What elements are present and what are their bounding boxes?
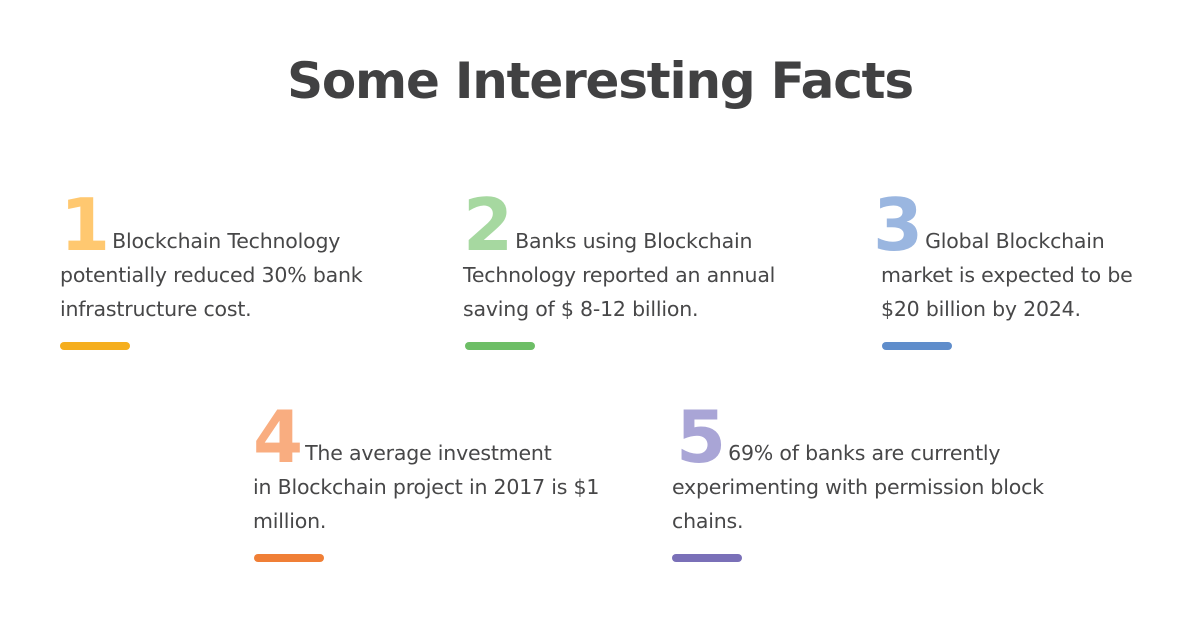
fact-text: experimenting with permission block chai… [672, 475, 1044, 533]
fact-number: 4 [253, 395, 303, 479]
fact-underline [882, 342, 952, 350]
fact-underline [672, 554, 742, 562]
fact-underline [60, 342, 130, 350]
fact-1: 1 Blockchain Technology potentially redu… [60, 183, 420, 350]
fact-text-line1: 69% of banks are currently [728, 441, 1001, 465]
fact-number: 3 [873, 183, 923, 267]
fact-text: potentially reduced 30% bank infrastruct… [60, 263, 363, 321]
fact-number: 1 [60, 183, 110, 267]
fact-text-line1: The average investment [305, 441, 552, 465]
fact-number: 5 [676, 395, 726, 479]
fact-text-line1: Blockchain Technology [112, 229, 341, 253]
page-title: Some Interesting Facts [287, 52, 914, 110]
fact-number: 2 [463, 183, 513, 267]
fact-underline [465, 342, 535, 350]
fact-text: market is expected to be $20 billion by … [881, 263, 1133, 321]
fact-text: in Blockchain project in 2017 is $1 mill… [253, 475, 600, 533]
fact-5: 5 69% of banks are currently experimenti… [672, 395, 1052, 562]
fact-text: Technology reported an annual saving of … [463, 263, 776, 321]
fact-3: 3 Global Blockchain market is expected t… [873, 189, 1171, 350]
fact-underline [254, 554, 324, 562]
fact-text-line1: Banks using Blockchain [515, 229, 753, 253]
fact-2: 2 Banks using Blockchain Technology repo… [463, 183, 833, 350]
fact-4: 4 The average investment in Blockchain p… [253, 395, 623, 562]
fact-text-line1: Global Blockchain [925, 229, 1105, 253]
